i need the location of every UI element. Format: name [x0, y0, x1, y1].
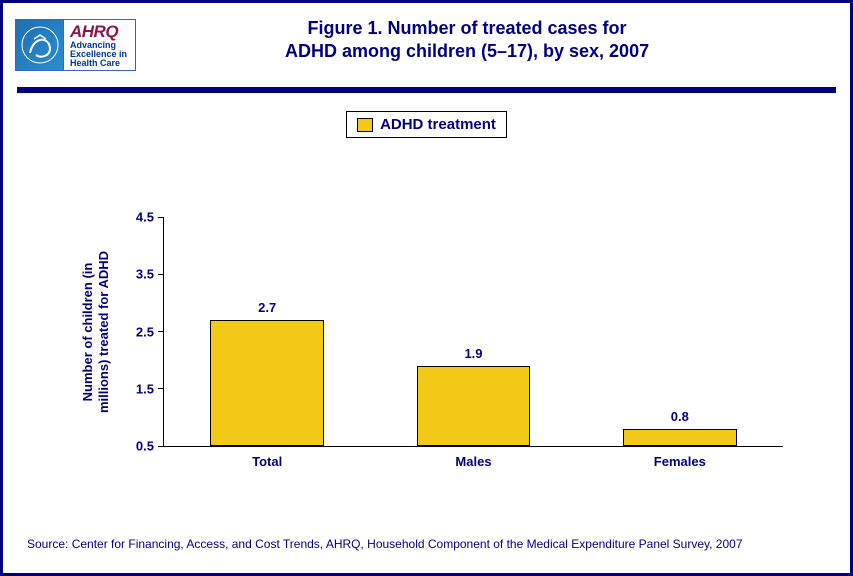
- ahrq-wordmark: AHRQ: [70, 23, 127, 40]
- bar-value-label: 0.8: [671, 409, 689, 424]
- source-note: Source: Center for Financing, Access, an…: [27, 537, 743, 551]
- y-axis-label: Number of children (in millions) treated…: [80, 250, 113, 412]
- legend-row: ADHD treatment: [3, 111, 850, 138]
- y-tick-label: 3.5: [136, 267, 154, 282]
- y-tick: [158, 446, 164, 447]
- bar-value-label: 1.9: [464, 346, 482, 361]
- header: AHRQ Advancing Excellence in Health Care…: [3, 3, 850, 83]
- legend-label: ADHD treatment: [380, 116, 496, 133]
- title-line-2: ADHD among children (5–17), by sex, 2007: [136, 40, 798, 63]
- y-tick: [158, 331, 164, 332]
- header-rule: [17, 87, 836, 93]
- ahrq-tagline-3: Health Care: [70, 59, 127, 68]
- y-tick-label: 4.5: [136, 210, 154, 225]
- y-tick: [158, 388, 164, 389]
- bar: 2.7: [210, 320, 323, 446]
- y-tick-label: 2.5: [136, 324, 154, 339]
- y-tick: [158, 217, 164, 218]
- bar-value-label: 2.7: [258, 300, 276, 315]
- figure-title: Figure 1. Number of treated cases for AD…: [136, 11, 838, 64]
- ahrq-logo: AHRQ Advancing Excellence in Health Care: [64, 21, 135, 70]
- plot-region: Number of children (in millions) treated…: [163, 217, 783, 447]
- y-tick-label: 1.5: [136, 381, 154, 396]
- logo-block: AHRQ Advancing Excellence in Health Care: [15, 19, 136, 71]
- figure-frame: AHRQ Advancing Excellence in Health Care…: [0, 0, 853, 576]
- legend-box: ADHD treatment: [346, 111, 507, 138]
- chart-area: Number of children (in millions) treated…: [83, 203, 803, 473]
- hhs-seal-icon: [16, 20, 64, 70]
- x-tick-label: Females: [654, 454, 706, 469]
- bar: 0.8: [623, 429, 736, 446]
- y-tick-label: 0.5: [136, 439, 154, 454]
- bar: 1.9: [417, 366, 530, 446]
- title-line-1: Figure 1. Number of treated cases for: [136, 17, 798, 40]
- x-tick-label: Males: [455, 454, 491, 469]
- y-tick: [158, 274, 164, 275]
- x-tick-label: Total: [252, 454, 282, 469]
- legend-swatch: [357, 118, 373, 132]
